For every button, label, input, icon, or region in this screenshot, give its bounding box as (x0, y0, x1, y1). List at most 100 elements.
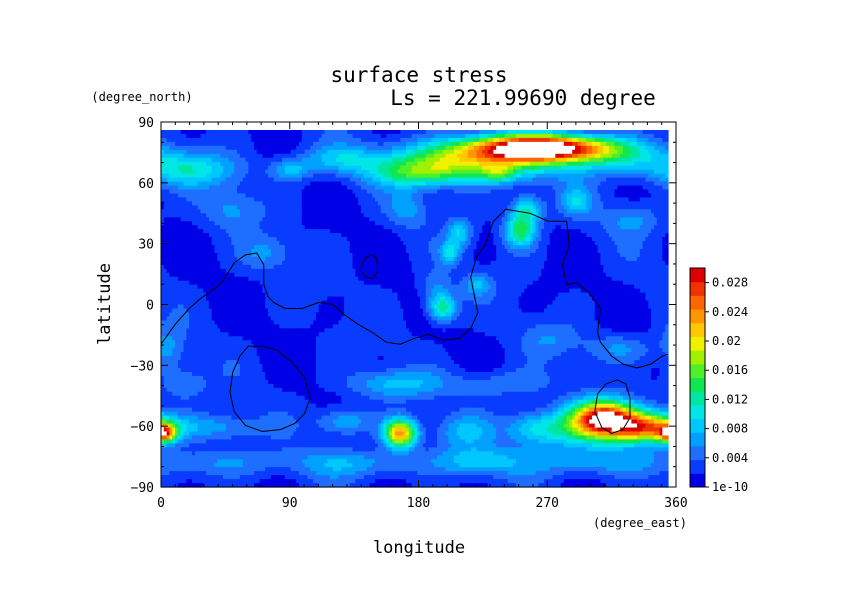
heatmap-cell (293, 165, 297, 171)
heatmap-cell (414, 189, 418, 195)
heatmap-cell (290, 221, 294, 226)
heatmap-cell (490, 173, 494, 179)
heatmap-cell (327, 141, 331, 147)
heatmap-cell (479, 237, 483, 242)
heatmap-cell (242, 205, 247, 210)
heatmap-cell (569, 197, 573, 202)
heatmap-cell (589, 193, 593, 199)
heatmap-cell (177, 141, 182, 147)
heatmap-cell (476, 217, 480, 222)
heatmap-cell (518, 189, 523, 195)
heatmap-cell (634, 157, 638, 163)
heatmap-cell (487, 149, 492, 155)
heatmap-cell (552, 189, 556, 195)
heatmap-cell (200, 233, 204, 238)
heatmap-cell (566, 221, 571, 226)
heatmap-cell (194, 237, 199, 242)
heatmap-cell (245, 237, 249, 242)
heatmap-cell (270, 213, 275, 218)
heatmap-cell (400, 157, 404, 163)
heatmap-cell (375, 181, 379, 187)
heatmap-cell (183, 130, 187, 135)
heatmap-cell (473, 153, 478, 159)
heatmap-cell (417, 133, 421, 139)
heatmap-cell (296, 173, 300, 179)
heatmap-cell (377, 153, 382, 159)
heatmap-cell (417, 221, 421, 226)
heatmap-cell (287, 145, 292, 151)
heatmap-cell (577, 153, 582, 159)
heatmap-cell (375, 229, 379, 234)
heatmap-cell (290, 229, 294, 234)
heatmap-cell (577, 201, 582, 206)
heatmap-cell (451, 141, 455, 147)
heatmap-cell (284, 185, 289, 191)
heatmap-cell (639, 205, 644, 210)
heatmap-cell (282, 229, 286, 234)
heatmap-cell (172, 225, 176, 230)
heatmap-cell (318, 197, 323, 202)
heatmap-cell (375, 217, 379, 222)
heatmap-cell (504, 197, 509, 202)
heatmap-cell (549, 229, 554, 234)
heatmap-cell (338, 169, 342, 175)
heatmap-cell (355, 221, 359, 226)
heatmap-cell (535, 157, 540, 163)
heatmap-cell (262, 193, 266, 199)
heatmap-cell (352, 133, 356, 139)
heatmap-cell (487, 133, 492, 139)
heatmap-cell (513, 193, 517, 199)
heatmap-cell (462, 213, 466, 218)
heatmap-cell (555, 177, 559, 183)
heatmap-cell (524, 153, 528, 159)
heatmap-cell (529, 133, 534, 139)
heatmap-cell (307, 221, 311, 226)
heatmap-cell (293, 153, 297, 159)
heatmap-cell (363, 177, 368, 183)
heatmap-cell (606, 161, 610, 167)
heatmap-cell (259, 197, 263, 202)
heatmap-cell (245, 233, 249, 238)
heatmap-cell (318, 177, 323, 183)
heatmap-cell (462, 193, 466, 199)
heatmap-cell (161, 169, 165, 175)
heatmap-cell (566, 213, 571, 218)
heatmap-cell (366, 145, 371, 151)
heatmap-cell (420, 185, 424, 191)
heatmap-cell (211, 157, 216, 163)
heatmap-cell (527, 197, 531, 202)
heatmap-cell (569, 193, 573, 199)
heatmap-cell (445, 165, 449, 171)
heatmap-cell (496, 157, 500, 163)
heatmap-cell (406, 221, 410, 226)
heatmap-cell (330, 189, 334, 195)
heatmap-cell (301, 197, 306, 202)
heatmap-cell (239, 153, 244, 159)
heatmap-cell (437, 225, 441, 230)
heatmap-cell (645, 169, 649, 175)
heatmap-cell (431, 237, 435, 242)
heatmap-cell (501, 141, 506, 147)
heatmap-cell (327, 177, 331, 183)
heatmap-cell (355, 149, 359, 155)
heatmap-cell (468, 149, 472, 155)
heatmap-cell (513, 209, 517, 214)
heatmap-cell (558, 133, 562, 139)
heatmap-cell (648, 149, 652, 155)
heatmap-cell (397, 181, 402, 187)
heatmap-cell (293, 161, 297, 167)
heatmap-cell (369, 157, 373, 163)
heatmap-cell (380, 177, 385, 183)
heatmap-cell (558, 177, 562, 183)
heatmap-cell (372, 157, 376, 163)
heatmap-cell (645, 145, 649, 151)
heatmap-cell (273, 225, 278, 230)
heatmap-cell (324, 149, 328, 155)
heatmap-cell (307, 205, 311, 210)
heatmap-cell (504, 237, 509, 242)
heatmap-cell (206, 177, 210, 183)
heatmap-cell (225, 133, 230, 139)
heatmap-cell (549, 173, 554, 179)
heatmap-cell (439, 197, 444, 202)
heatmap-cell (360, 237, 365, 242)
